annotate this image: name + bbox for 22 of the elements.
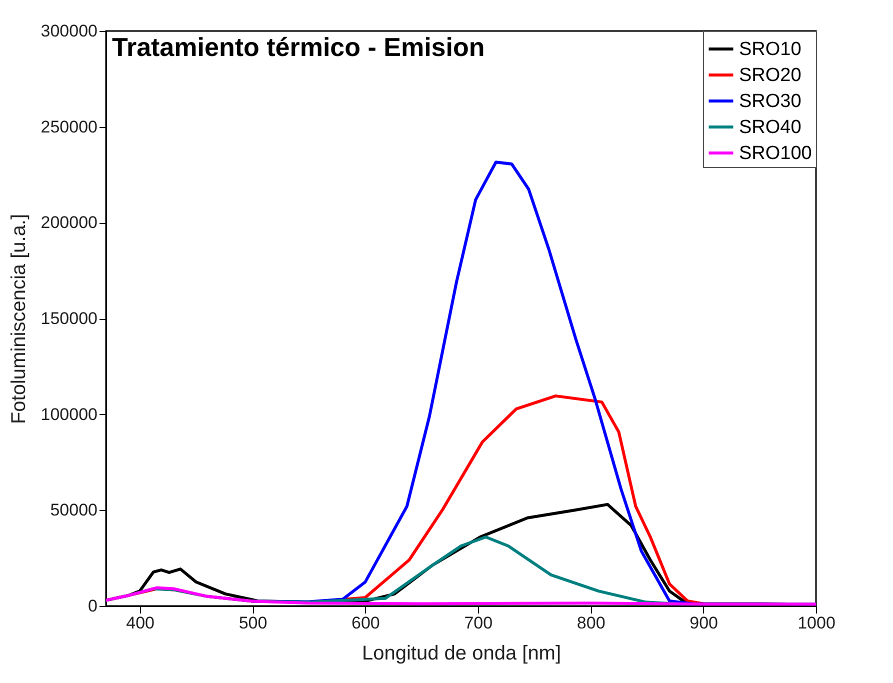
x-tick-label: 500: [238, 614, 268, 632]
x-tick-label: 400: [126, 614, 154, 632]
y-tick-label: 50000: [50, 500, 98, 520]
y-tick-label: 200000: [40, 213, 98, 232]
legend-label: SRO100: [739, 143, 812, 164]
y-tick-label: 300000: [40, 22, 98, 40]
y-tick-label: 0: [88, 596, 98, 616]
legend-label: SRO20: [739, 65, 802, 86]
x-tick-label: 900: [690, 614, 718, 632]
x-axis-title: Longitud de onda [nm]: [362, 642, 562, 664]
legend-label: SRO10: [739, 39, 802, 60]
x-tick-label: 1000: [798, 614, 836, 632]
y-tick-label: 150000: [40, 309, 98, 328]
x-tick-label: 800: [576, 614, 606, 632]
y-axis-title: Fotoluminiscencia [u.a.]: [8, 214, 30, 424]
chart-title: Tratamiento térmico - Emision: [112, 32, 485, 62]
x-tick-label: 600: [352, 614, 380, 632]
y-tick-label: 250000: [40, 117, 98, 136]
legend-label: SRO40: [739, 117, 802, 138]
x-tick-label: 700: [464, 614, 493, 632]
y-tick-label: 100000: [40, 404, 98, 424]
legend-label: SRO30: [739, 91, 802, 112]
